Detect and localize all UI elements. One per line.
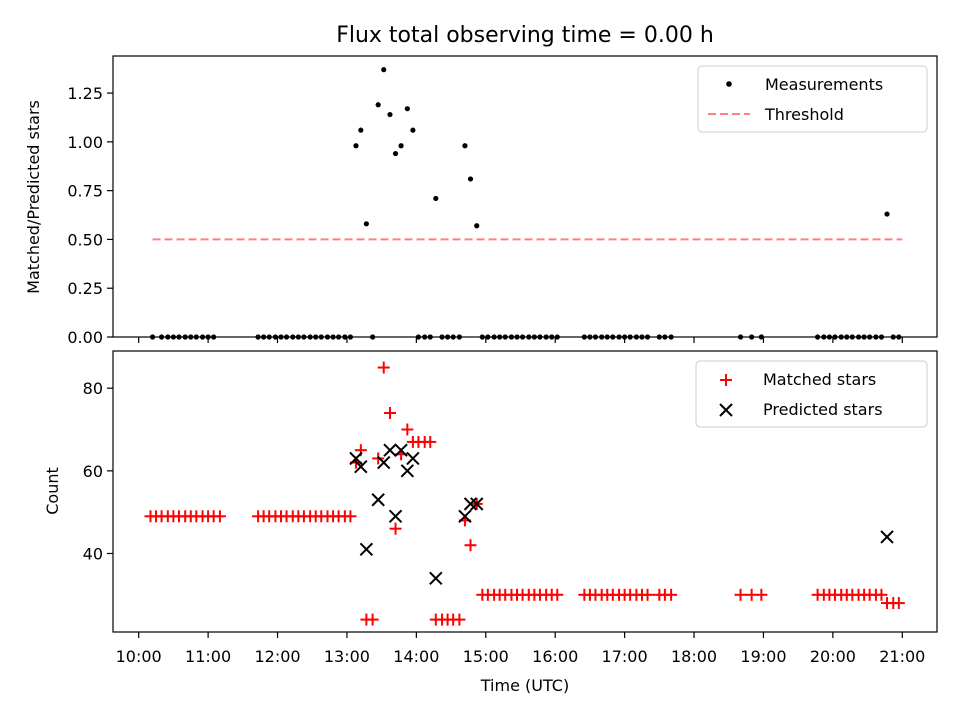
- matched-star-point: [366, 613, 379, 626]
- predicted-star-point: [354, 459, 368, 474]
- legend-predicted-marker: [719, 403, 733, 417]
- legend-predicted-label: Predicted stars: [763, 400, 883, 419]
- predicted-star-point: [371, 493, 385, 507]
- measurement-point: [353, 143, 359, 149]
- measurement-point: [462, 143, 468, 149]
- matched-star-point: [401, 423, 414, 436]
- top-legend-box: [697, 65, 928, 133]
- legend-threshold-label: Threshold: [764, 105, 844, 124]
- y-tick-label: 80: [83, 379, 103, 398]
- predicted-star-point: [458, 509, 472, 524]
- top-y-ticks: 0.00 0.25 0.50 0.75 1.00 1.25: [67, 84, 113, 347]
- top-y-axis-label: Matched/Predicted stars: [24, 100, 43, 294]
- y-tick-label: 60: [83, 462, 103, 481]
- predicted-star-point: [377, 455, 391, 470]
- top-legend: Measurements Threshold: [697, 65, 928, 133]
- x-tick-label: 18:00: [671, 647, 717, 666]
- x-tick-label: 11:00: [185, 647, 231, 666]
- measurement-point: [363, 221, 369, 227]
- y-tick-label: 0.25: [67, 279, 103, 298]
- predicted-star-point: [463, 497, 478, 511]
- matched-star-point: [344, 510, 357, 523]
- measurement-point: [410, 127, 416, 133]
- matched-star-point: [424, 435, 437, 448]
- y-tick-label: 0.75: [67, 182, 103, 201]
- measurement-point: [467, 176, 474, 182]
- predicted-star-point: [400, 464, 415, 478]
- y-tick-label: 40: [83, 544, 103, 563]
- x-tick-label: 19:00: [740, 647, 786, 666]
- predicted-star-point: [388, 509, 403, 524]
- predicted-star-point: [394, 443, 408, 457]
- matched-star-point: [372, 452, 385, 465]
- x-tick-label: 21:00: [879, 647, 925, 666]
- x-tick-label: 14:00: [393, 647, 439, 666]
- matched-star-point: [383, 406, 396, 419]
- matched-star-point: [734, 588, 747, 601]
- legend-measurements-marker: [726, 81, 732, 87]
- chart-title: Flux total observing time = 0.00 h: [336, 23, 714, 48]
- y-tick-label: 0.00: [67, 328, 103, 347]
- bottom-legend: Matched stars Predicted stars: [695, 360, 928, 428]
- measurement-point: [387, 111, 393, 118]
- matched-star-point: [377, 361, 390, 374]
- measurement-point: [433, 195, 439, 202]
- bottom-x-ticks: 10:00 11:00 12:00 13:00 14:00 15:00 16:00 17:00…: [116, 632, 925, 666]
- matched-star-point: [875, 588, 888, 601]
- predicted-star-point: [880, 530, 894, 544]
- predicted-star-point: [383, 443, 397, 457]
- y-tick-label: 1.25: [67, 84, 103, 103]
- matched-star-point: [464, 539, 477, 552]
- matched-star-point: [641, 588, 654, 601]
- x-tick-label: 12:00: [254, 647, 300, 666]
- measurement-point: [381, 67, 387, 73]
- y-tick-label: 0.50: [67, 230, 103, 249]
- bottom-legend-box: [695, 360, 928, 428]
- x-tick-label: 13:00: [324, 647, 370, 666]
- measurement-point: [392, 150, 399, 157]
- measurement-point: [398, 143, 404, 149]
- bottom-y-ticks: 40 60 80: [83, 379, 113, 563]
- top-axes-frame: [112, 55, 938, 338]
- x-tick-label: 15:00: [463, 647, 509, 666]
- legend-matched-label: Matched stars: [763, 370, 876, 389]
- predicted-star-point: [470, 497, 484, 511]
- matched-star-point: [551, 588, 564, 601]
- legend-matched-marker: [720, 374, 732, 386]
- x-tick-label: 17:00: [602, 647, 648, 666]
- matched-star-point: [755, 588, 768, 601]
- measurement-point: [884, 211, 890, 217]
- bottom-axes-frame: [112, 350, 938, 633]
- measurement-point: [404, 106, 410, 112]
- predicted-star-point: [429, 571, 443, 585]
- x-axis-label: Time (UTC): [480, 676, 569, 695]
- matched-star-point: [665, 588, 678, 601]
- x-tick-label: 16:00: [532, 647, 578, 666]
- predicted-star-point: [349, 451, 363, 466]
- bottom-y-axis-label: Count: [43, 467, 62, 515]
- y-tick-label: 1.00: [67, 133, 103, 152]
- matched-star-point: [892, 597, 905, 610]
- top-panel: 0.00 0.25 0.50 0.75 1.00 1.25 Matched/Predict…: [24, 55, 938, 347]
- bottom-panel: 40 60 80 10:00 11:00 12:00 13:00 14:00 15:00 16:…: [43, 350, 938, 695]
- bottom-marks: [144, 361, 905, 626]
- matched-star-point: [389, 522, 402, 535]
- measurement-point: [474, 223, 480, 229]
- x-tick-label: 10:00: [116, 647, 162, 666]
- matched-star-point: [453, 613, 466, 626]
- predicted-star-point: [359, 542, 374, 557]
- top-x-ticks: [138, 337, 903, 343]
- measurement-point: [358, 127, 364, 133]
- predicted-star-point: [406, 451, 420, 466]
- matched-star-point: [213, 510, 226, 523]
- measurement-point: [375, 102, 381, 108]
- x-tick-label: 20:00: [810, 647, 856, 666]
- legend-measurements-label: Measurements: [765, 75, 883, 94]
